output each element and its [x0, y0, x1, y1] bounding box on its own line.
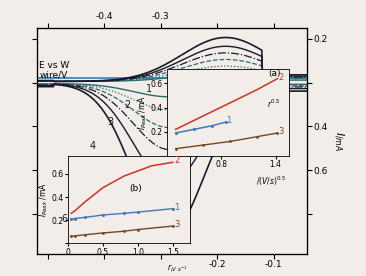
Y-axis label: $I_{/mA}$: $I_{/mA}$: [331, 131, 345, 151]
Text: 3: 3: [174, 220, 180, 229]
Text: 3: 3: [107, 117, 113, 127]
Text: (a): (a): [268, 69, 281, 78]
Text: $r^{0.5}$: $r^{0.5}$: [267, 98, 281, 110]
Text: 1: 1: [174, 203, 179, 212]
Y-axis label: $I_{Peak}$ /mA: $I_{Peak}$ /mA: [137, 95, 149, 130]
Text: 2: 2: [174, 156, 179, 165]
Text: 3: 3: [278, 127, 284, 136]
Text: 5: 5: [73, 174, 79, 184]
Text: 6: 6: [62, 214, 68, 224]
Text: E vs W
wire/V: E vs W wire/V: [40, 60, 70, 80]
Text: $r_{/V\ s^{-1}}$: $r_{/V\ s^{-1}}$: [167, 262, 188, 274]
Text: 1: 1: [227, 116, 232, 125]
Text: $/(V/s)^{0.5}$: $/(V/s)^{0.5}$: [256, 175, 287, 189]
Text: 4: 4: [90, 141, 96, 151]
Text: (b): (b): [129, 184, 142, 193]
Y-axis label: $I_{Peak}$ /mA: $I_{Peak}$ /mA: [38, 182, 50, 217]
Text: 2: 2: [124, 100, 130, 110]
Text: 2: 2: [278, 73, 284, 82]
Text: 1: 1: [146, 84, 153, 94]
